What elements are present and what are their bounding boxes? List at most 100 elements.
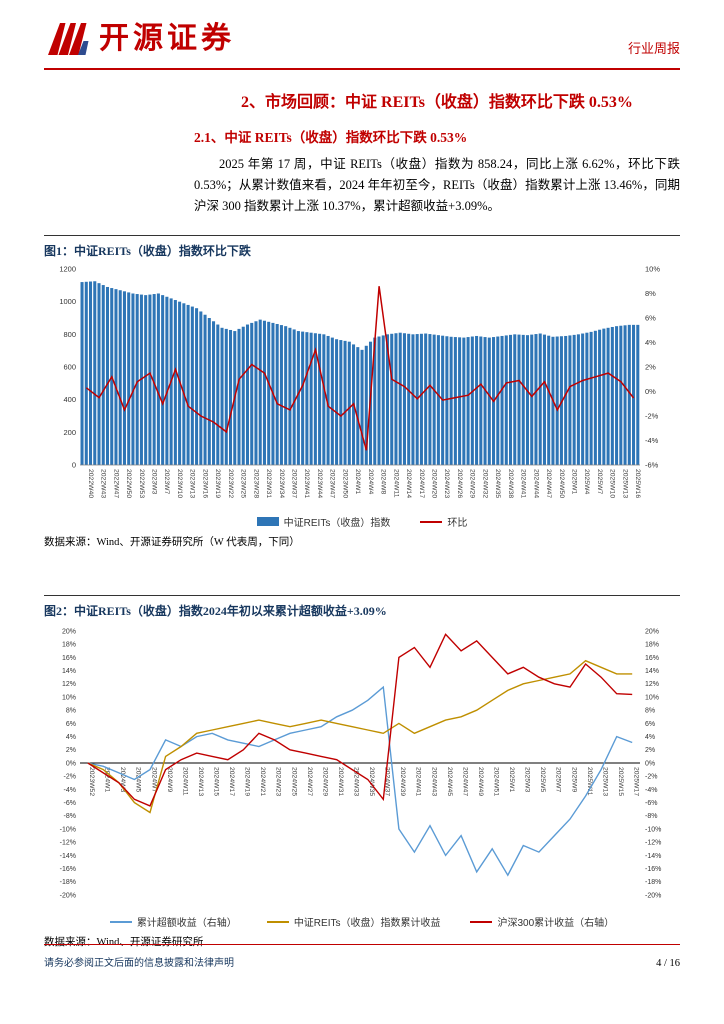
svg-text:2025W7: 2025W7 <box>596 469 603 495</box>
svg-text:2024W15: 2024W15 <box>213 767 220 796</box>
subsection-title: 2.1、中证 REITs（收盘）指数环比下跌 0.53% <box>194 130 468 145</box>
svg-text:2023W44: 2023W44 <box>316 469 323 498</box>
svg-text:16%: 16% <box>645 655 659 662</box>
svg-text:-20%: -20% <box>645 892 661 899</box>
svg-text:10%: 10% <box>645 265 660 274</box>
legend-item: 环比 <box>420 514 467 529</box>
svg-text:-4%: -4% <box>645 436 659 445</box>
svg-text:4%: 4% <box>66 734 76 741</box>
figure1-legend: 中证REITs（收盘）指数 环比 <box>44 514 680 529</box>
svg-text:800: 800 <box>63 330 76 339</box>
svg-text:-4%: -4% <box>64 787 76 794</box>
svg-text:2025W10: 2025W10 <box>609 469 616 498</box>
svg-text:0%: 0% <box>645 760 655 767</box>
svg-text:400: 400 <box>63 395 76 404</box>
svg-text:-18%: -18% <box>645 879 661 886</box>
svg-text:2024W27: 2024W27 <box>306 767 313 796</box>
svg-text:2023W22: 2023W22 <box>227 469 234 498</box>
x-axis-labels: 2022W40 2022W43 2022W47 2022W50 2022W53 2023W… <box>87 469 641 498</box>
svg-text:6%: 6% <box>66 721 76 728</box>
x-axis-labels: 2023W52 2024W1 2024W3 2024W5 2024W7 2024W9 202… <box>88 767 639 796</box>
svg-text:2024W17: 2024W17 <box>228 767 235 796</box>
svg-text:2023W3: 2023W3 <box>151 469 158 495</box>
svg-text:2024W21: 2024W21 <box>259 767 266 796</box>
svg-text:12%: 12% <box>62 681 76 688</box>
svg-text:2024W14: 2024W14 <box>405 469 412 498</box>
svg-text:2023W25: 2023W25 <box>240 469 247 498</box>
text-column: 2、市场回顾：中证 REITs（收盘）指数环比下跌 0.53% 2.1、中证 R… <box>194 88 680 217</box>
svg-text:6%: 6% <box>645 314 656 323</box>
svg-text:-20%: -20% <box>60 892 76 899</box>
svg-text:2024W23: 2024W23 <box>275 767 282 796</box>
svg-text:2024W37: 2024W37 <box>384 767 391 796</box>
svg-text:2023W19: 2023W19 <box>214 469 221 498</box>
svg-text:2024W41: 2024W41 <box>520 469 527 498</box>
svg-text:2024W7: 2024W7 <box>150 767 157 793</box>
svg-text:-2%: -2% <box>645 774 657 781</box>
svg-text:2023W50: 2023W50 <box>341 469 348 498</box>
svg-text:2024W5: 2024W5 <box>135 767 142 793</box>
svg-text:2025W7: 2025W7 <box>555 767 562 793</box>
svg-text:10%: 10% <box>62 694 76 701</box>
svg-text:2024W51: 2024W51 <box>493 767 500 796</box>
svg-text:2%: 2% <box>66 747 76 754</box>
svg-text:-14%: -14% <box>645 853 661 860</box>
footer-disclaimer: 请务必参阅正文后面的信息披露和法律声明 <box>44 958 234 969</box>
svg-text:20%: 20% <box>62 628 76 635</box>
svg-text:6%: 6% <box>645 721 655 728</box>
svg-text:2024W11: 2024W11 <box>392 469 399 498</box>
svg-text:2024W29: 2024W29 <box>469 469 476 498</box>
figure1-source: 数据来源：Wind、开源证券研究所（W 代表周，下同） <box>44 537 300 548</box>
svg-text:2024W43: 2024W43 <box>430 767 437 796</box>
svg-text:18%: 18% <box>62 642 76 649</box>
svg-text:-2%: -2% <box>645 412 659 421</box>
svg-text:2025W1: 2025W1 <box>571 469 578 495</box>
svg-text:-12%: -12% <box>645 840 661 847</box>
svg-text:2023W37: 2023W37 <box>291 469 298 498</box>
svg-text:2023W47: 2023W47 <box>329 469 336 498</box>
page-footer: 请务必参阅正文后面的信息披露和法律声明 4 / 16 <box>44 944 680 969</box>
legend-line-swatch <box>420 520 443 523</box>
series-line-0 <box>87 685 633 877</box>
figure2-caption: 图2：中证REITs（收盘）指数2024年初以来累计超额收益+3.09% <box>44 595 680 619</box>
svg-text:4%: 4% <box>645 734 655 741</box>
svg-text:2025W17: 2025W17 <box>633 767 640 796</box>
svg-text:20%: 20% <box>645 628 659 635</box>
svg-text:0%: 0% <box>66 760 76 767</box>
svg-text:2024W41: 2024W41 <box>415 767 422 796</box>
svg-text:2024W25: 2024W25 <box>290 767 297 796</box>
svg-text:2024W39: 2024W39 <box>399 767 406 796</box>
svg-text:2022W47: 2022W47 <box>112 469 119 498</box>
report-type-label: 行业周报 <box>627 41 680 56</box>
legend-label: 中证REITs（收盘）指数累计收益 <box>293 918 441 929</box>
svg-text:12%: 12% <box>645 681 659 688</box>
svg-text:2024W35: 2024W35 <box>368 767 375 796</box>
svg-text:2024W9: 2024W9 <box>166 767 173 793</box>
legend-item: 中证REITs（收盘）指数 <box>256 514 390 529</box>
svg-text:2025W3: 2025W3 <box>524 767 531 793</box>
svg-text:2025W13: 2025W13 <box>621 469 628 498</box>
svg-text:2024W23: 2024W23 <box>443 469 450 498</box>
svg-text:2024W20: 2024W20 <box>431 469 438 498</box>
svg-text:2024W1: 2024W1 <box>104 767 111 793</box>
legend-line-swatch <box>266 920 289 923</box>
svg-text:-4%: -4% <box>645 787 657 794</box>
wow-change-line <box>85 286 635 451</box>
svg-text:2024W13: 2024W13 <box>197 767 204 796</box>
svg-text:2024W49: 2024W49 <box>477 767 484 796</box>
svg-text:2024W29: 2024W29 <box>321 767 328 796</box>
legend-item: 沪深300累计收益（右轴） <box>470 914 614 929</box>
section-title: 2、市场回顾：中证 REITs（收盘）指数环比下跌 0.53% <box>241 94 633 111</box>
legend-label: 沪深300累计收益（右轴） <box>497 918 615 929</box>
svg-text:2025W13: 2025W13 <box>601 767 608 796</box>
legend-item: 中证REITs（收盘）指数累计收益 <box>266 914 441 929</box>
svg-text:8%: 8% <box>645 708 655 715</box>
series-line-1 <box>87 659 633 814</box>
svg-text:1200: 1200 <box>59 265 76 274</box>
svg-text:2024W1: 2024W1 <box>354 469 361 495</box>
figure1-chart: 0 200 400 600 800 1000 1200 -6% -4% -2% 0% 2% 4% 6% 8%… <box>44 261 680 512</box>
svg-text:2024W31: 2024W31 <box>337 767 344 796</box>
svg-text:-12%: -12% <box>60 840 76 847</box>
svg-text:2024W4: 2024W4 <box>367 469 374 495</box>
